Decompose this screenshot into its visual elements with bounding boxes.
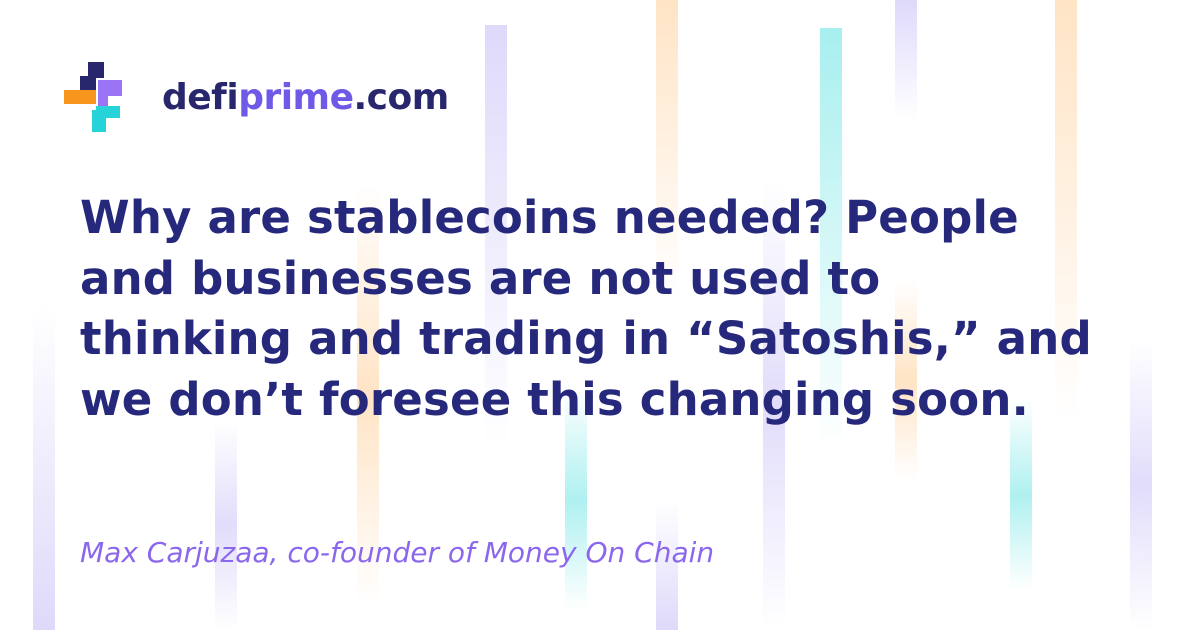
brand-logo[interactable]: defiprime.com [62,60,449,136]
quote-line: Why are stablecoins needed? People [80,191,1019,244]
brand-name-defi: defi [162,77,239,118]
brand-name-prime: prime [238,77,354,118]
background-streak [656,500,678,630]
quote-line: we don’t foresee this changing soon. [80,372,1029,426]
brand-wordmark: defiprime.com [162,80,449,116]
background-streak [895,0,917,120]
quote-line: thinking and trading in “Satoshis,” and [80,312,1092,365]
background-streak [485,25,507,445]
background-streak [820,28,842,448]
background-streak [1055,0,1077,420]
background-streak [357,185,379,605]
brand-name-domain: .com [353,77,449,118]
background-streak [33,305,55,630]
background-streak [215,420,237,630]
background-streak [1130,340,1152,630]
plus-cross-logo-icon [64,62,122,132]
quote-text: Why are stablecoins needed? People and b… [80,188,1140,430]
background-streak [656,0,678,300]
background-streak [565,390,587,610]
quote-attribution: Max Carjuzaa, co-founder of Money On Cha… [80,536,715,569]
background-streak [763,180,785,630]
background-streak [895,280,917,480]
background-streak [1010,400,1032,590]
quote-line: and businesses are not used to [80,251,881,305]
